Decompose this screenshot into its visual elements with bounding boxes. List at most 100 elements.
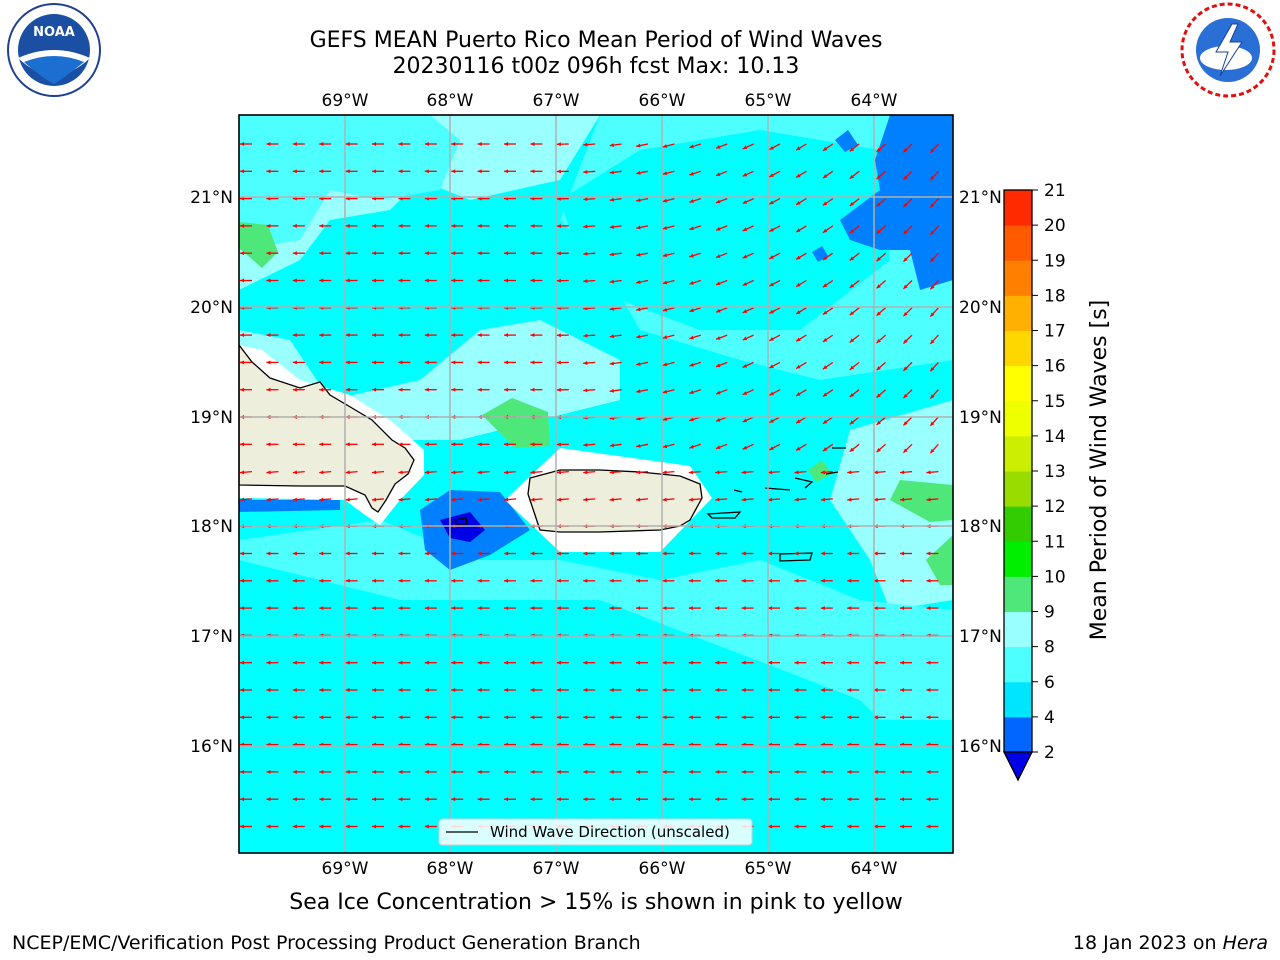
colorbar-tick-label: 9: [1044, 603, 1055, 623]
wind-arrow-head: [266, 797, 271, 802]
wind-arrow-head: [769, 145, 774, 150]
wind-arrow-head: [609, 470, 614, 475]
wind-arrow-head: [583, 442, 588, 447]
wind-arrow-head: [662, 362, 668, 367]
wind-arrow-head: [530, 278, 535, 283]
wind-arrow-head: [876, 256, 881, 262]
wind-arrow-head: [583, 551, 588, 556]
wind-arrow-head: [873, 769, 878, 774]
wind-arrow-head: [636, 443, 641, 448]
wind-arrow-head: [903, 284, 908, 289]
lat-label-left: 18°N: [190, 517, 233, 537]
wind-arrow-head: [398, 715, 403, 720]
wind-arrow-head: [319, 251, 324, 256]
wind-arrow-head: [504, 470, 509, 475]
wind-arrow-head: [873, 578, 878, 583]
wind-arrow-head: [900, 551, 905, 556]
wind-arrow-head: [451, 442, 456, 447]
wind-arrow-head: [794, 606, 799, 611]
wind-arrow-head: [926, 470, 931, 475]
wind-arrow-head: [876, 147, 881, 152]
wind-arrow-head: [662, 280, 668, 285]
lat-label-left: 20°N: [190, 298, 233, 318]
wind-arrow-head: [240, 360, 245, 365]
wind-arrow-head: [822, 392, 828, 397]
wind-arrow-head: [398, 606, 403, 611]
nws-logo: [1180, 2, 1276, 98]
wind-arrow-head: [266, 715, 271, 720]
wind-arrow-head: [768, 824, 773, 829]
wind-arrow-head: [292, 442, 297, 447]
wind-arrow-head: [769, 255, 774, 259]
footer-machine: Hera: [1222, 932, 1268, 954]
wind-arrow-head: [451, 223, 456, 228]
colorbar-segment: [1004, 295, 1032, 331]
wind-arrow-head: [689, 444, 694, 449]
wind-arrow-head: [345, 278, 350, 283]
wind-arrow-head: [345, 251, 350, 256]
lon-label-bottom: 68°W: [427, 859, 474, 879]
wind-arrow-head: [556, 387, 561, 392]
wind-arrow-head: [636, 307, 641, 312]
land-mona: [454, 517, 468, 525]
wind-arrow-head: [266, 387, 271, 392]
wind-arrow-head: [794, 660, 799, 665]
wind-arrow-head: [530, 251, 535, 256]
wind-arrow-head: [240, 715, 245, 720]
wind-arrow-head: [662, 253, 668, 258]
wind-arrow-head: [345, 551, 350, 556]
wind-arrow-head: [530, 387, 535, 392]
wind-arrow-head: [345, 223, 350, 228]
wind-arrow-head: [930, 257, 935, 263]
wind-arrow-head: [926, 497, 931, 502]
wind-arrow-head: [769, 282, 774, 287]
wind-arrow-head: [876, 338, 881, 343]
wind-arrow-head: [715, 336, 721, 340]
contour-blue-west: [239, 500, 340, 512]
wind-arrow-head: [266, 688, 271, 692]
wind-arrow-head: [372, 660, 377, 665]
wind-arrow-head: [689, 390, 694, 394]
colorbar-segment: [1004, 435, 1032, 472]
wind-arrow-head: [636, 551, 641, 556]
colorbar-tick-label: 11: [1044, 532, 1066, 552]
wind-arrow-head: [266, 824, 271, 829]
wind-arrow-head: [796, 228, 801, 233]
colorbar-tick-label: 10: [1044, 567, 1066, 587]
footer-date: 18 Jan 2023 on Hera: [1073, 932, 1268, 954]
wind-arrow-head: [636, 578, 641, 583]
wind-arrow-head: [662, 715, 667, 720]
wind-arrow-head: [796, 173, 801, 178]
land-hispaniola: [239, 343, 415, 513]
colorbar-tick-label: 18: [1044, 286, 1066, 306]
wind-arrow-head: [741, 606, 746, 611]
map-frame: [238, 114, 954, 854]
wind-arrow-head: [609, 606, 614, 611]
lat-label-right: 18°N: [959, 517, 1002, 537]
colorbar-tick-label: 16: [1044, 357, 1066, 377]
wind-arrow-head: [477, 387, 482, 392]
wind-arrow-head: [451, 797, 456, 802]
wind-arrow-head: [609, 252, 614, 257]
colorbar-segment: [1004, 646, 1032, 683]
wind-arrow-head: [451, 470, 456, 475]
wind-arrow-head: [266, 578, 271, 583]
wind-arrow-head: [876, 284, 881, 289]
lon-label-top: 69°W: [322, 91, 369, 111]
lat-label-right: 16°N: [959, 737, 1002, 757]
wind-arrow-head: [530, 660, 535, 665]
wind-arrow-head: [424, 688, 429, 692]
wind-arrow-head: [873, 688, 878, 692]
wind-arrow-head: [689, 171, 694, 176]
wind-arrow-head: [636, 606, 641, 611]
wind-arrow-head: [319, 606, 324, 611]
wind-arrow-head: [636, 143, 641, 148]
wind-arrow-head: [900, 824, 905, 829]
wind-arrow-head: [477, 442, 482, 447]
lon-labels-top: 69°W 68°W 67°W 66°W 65°W 64°W: [322, 91, 898, 111]
wind-arrow-head: [451, 387, 456, 392]
wind-arrow-head: [477, 333, 482, 338]
wind-arrow-head: [292, 715, 297, 720]
colorbar-tick-label: 14: [1044, 427, 1066, 447]
wind-arrow-head: [820, 470, 826, 475]
